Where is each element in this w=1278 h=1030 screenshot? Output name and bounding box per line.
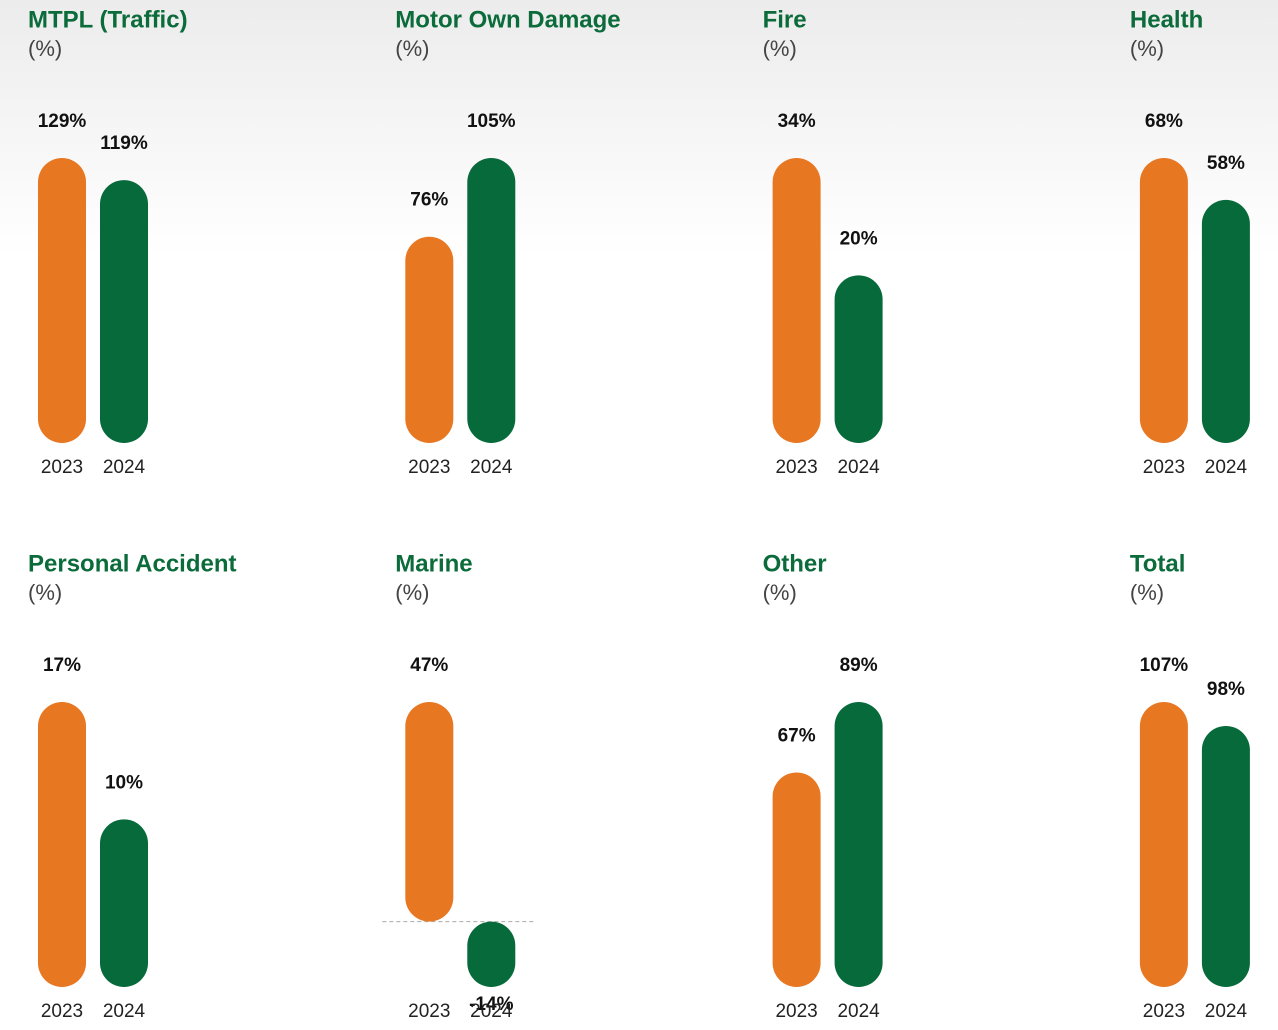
bar — [100, 819, 148, 987]
bar — [1201, 199, 1250, 443]
chart-subtitle: (%) — [395, 36, 429, 61]
bar — [405, 702, 454, 922]
bar — [1139, 158, 1188, 443]
value-label: 17% — [43, 655, 81, 676]
chart-subtitle: (%) — [395, 580, 429, 605]
value-label: 107% — [1140, 655, 1189, 676]
bar — [834, 702, 883, 987]
bar — [1201, 725, 1250, 987]
value-label: 76% — [410, 190, 448, 211]
year-label: 2023 — [1143, 1001, 1185, 1022]
bar — [834, 275, 883, 443]
value-label: -14% — [469, 994, 513, 1015]
year-label: 2024 — [837, 1001, 880, 1022]
value-label: 98% — [1207, 679, 1245, 700]
value-label: 67% — [778, 725, 816, 746]
bar — [467, 921, 516, 987]
year-label: 2024 — [470, 457, 513, 478]
value-label: 129% — [38, 111, 87, 132]
year-label: 2023 — [1143, 457, 1185, 478]
bar — [405, 236, 454, 443]
year-label: 2023 — [408, 457, 450, 478]
chart-title: MTPL (Traffic) — [28, 6, 188, 33]
value-label: 105% — [467, 111, 516, 132]
chart-title: Motor Own Damage — [395, 6, 620, 33]
value-label: 10% — [105, 772, 143, 793]
chart-title: Total — [1130, 550, 1186, 577]
year-label: 2024 — [1205, 457, 1248, 478]
value-label: 89% — [840, 655, 878, 676]
chart-subtitle: (%) — [763, 580, 797, 605]
bar — [100, 180, 148, 443]
year-label: 2023 — [41, 457, 83, 478]
bar — [1139, 702, 1188, 987]
year-label: 2024 — [103, 457, 146, 478]
bar — [772, 158, 821, 443]
chart-subtitle: (%) — [28, 36, 62, 61]
chart-subtitle: (%) — [763, 36, 797, 61]
chart-title: Personal Accident — [28, 550, 237, 577]
chart-title: Fire — [763, 6, 807, 33]
year-label: 2024 — [837, 457, 880, 478]
year-label: 2023 — [408, 1001, 450, 1022]
chart-subtitle: (%) — [1130, 580, 1164, 605]
bar — [467, 158, 516, 443]
year-label: 2023 — [775, 457, 817, 478]
value-label: 68% — [1145, 111, 1183, 132]
bar — [772, 772, 821, 987]
value-label: 47% — [410, 655, 448, 676]
chart-subtitle: (%) — [28, 580, 62, 605]
value-label: 58% — [1207, 153, 1245, 174]
chart-title: Marine — [395, 550, 472, 577]
year-label: 2024 — [470, 1001, 513, 1022]
bar — [38, 702, 86, 987]
year-label: 2024 — [103, 1001, 146, 1022]
chart-title: Health — [1130, 6, 1203, 33]
year-label: 2024 — [1205, 1001, 1248, 1022]
chart-title: Other — [763, 550, 827, 577]
bar — [38, 158, 86, 443]
year-label: 2023 — [775, 1001, 817, 1022]
value-label: 119% — [100, 133, 148, 154]
year-label: 2023 — [41, 1001, 83, 1022]
value-label: 34% — [778, 111, 816, 132]
chart-subtitle: (%) — [1130, 36, 1164, 61]
value-label: 20% — [840, 228, 878, 249]
